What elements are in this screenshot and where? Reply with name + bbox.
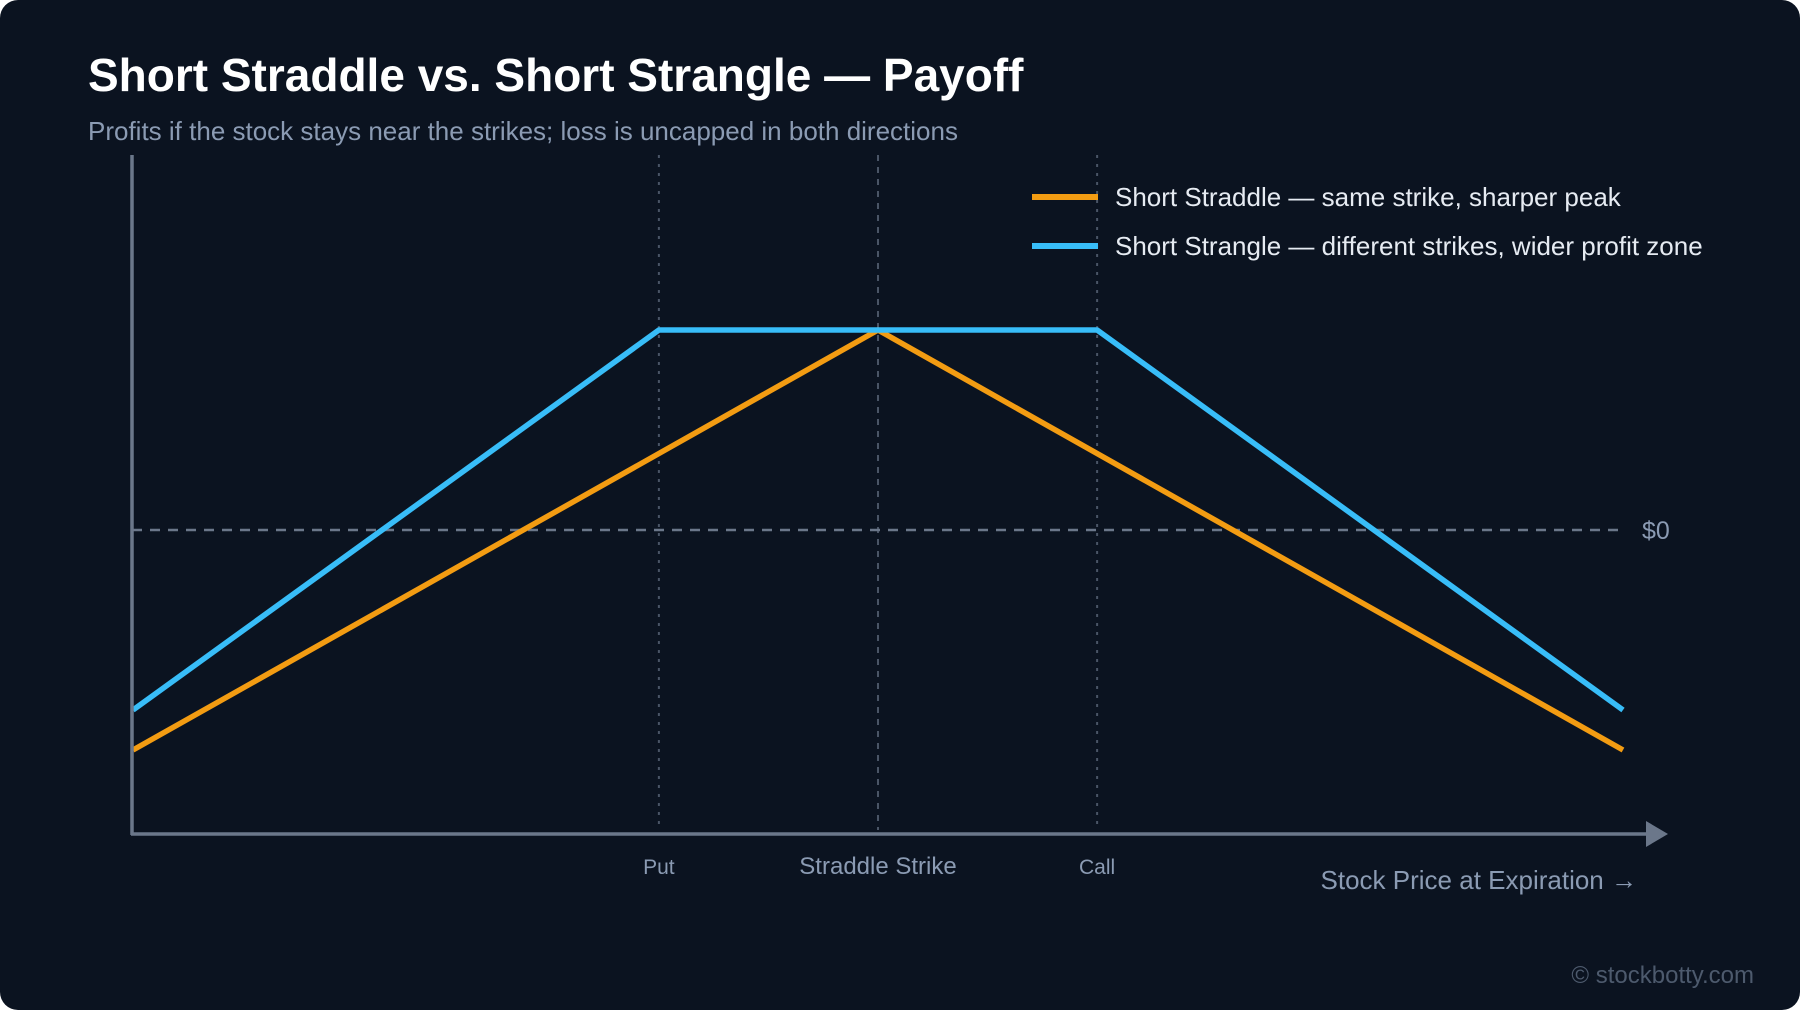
watermark: © stockbotty.com <box>1571 962 1754 989</box>
x-tick-label-1: Straddle Strike <box>799 853 956 880</box>
legend-label-1: Short Strangle — different strikes, wide… <box>1115 231 1703 261</box>
legend-label-0: Short Straddle — same strike, sharper pe… <box>1115 182 1622 212</box>
x-axis-label: Stock Price at Expiration → <box>1321 865 1637 895</box>
strike-guides <box>657 155 1099 830</box>
chart-title: Short Straddle vs. Short Strangle — Payo… <box>88 49 1024 101</box>
legend: Short Straddle — same strike, sharper pe… <box>1032 182 1703 261</box>
x-axis-arrow <box>1646 821 1668 847</box>
series-line-1 <box>131 327 1625 713</box>
x-tick-labels: Put Straddle Strike Call <box>643 853 1115 880</box>
x-tick-label-0: Put <box>643 856 675 879</box>
zero-label: $0 <box>1642 517 1670 545</box>
series-lines <box>131 327 1625 753</box>
x-tick-label-2: Call <box>1079 856 1115 879</box>
chart-subtitle: Profits if the stock stays near the stri… <box>88 116 958 146</box>
